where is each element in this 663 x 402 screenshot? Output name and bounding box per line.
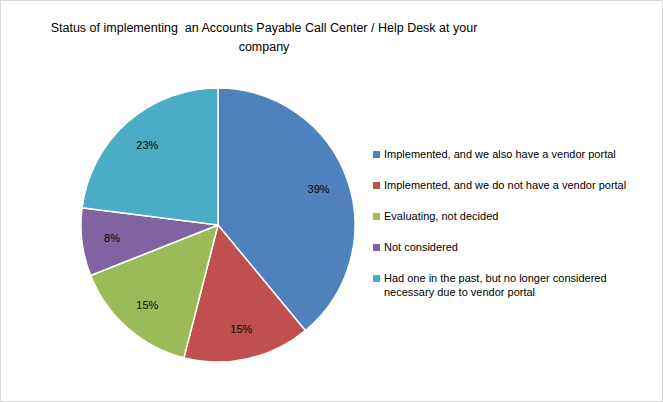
legend-swatch (373, 182, 380, 189)
legend-label: Had one in the past, but no longer consi… (384, 272, 607, 298)
legend-swatch (373, 244, 380, 251)
data-label: 8% (104, 232, 120, 244)
legend-label: Implemented, and we also have a vendor p… (384, 148, 616, 160)
text-line: Implemented, and we do not have a vendor… (384, 179, 626, 191)
data-label: 23% (136, 139, 158, 151)
pie-slice (82, 88, 218, 225)
data-label: 15% (136, 299, 158, 311)
text-line: Status of implementing an Accounts Payab… (51, 21, 478, 35)
legend: Implemented, and we also have a vendor p… (373, 148, 626, 298)
legend-item: Evaluating, not decided (373, 210, 498, 222)
legend-swatch (373, 275, 380, 282)
legend-item: Had one in the past, but no longer consi… (373, 272, 607, 298)
legend-item: Not considered (373, 241, 458, 253)
text-line: Evaluating, not decided (384, 210, 498, 222)
legend-swatch (373, 151, 380, 158)
legend-swatch (373, 213, 380, 220)
legend-item: Implemented, and we do not have a vendor… (373, 179, 626, 191)
text-line: Implemented, and we also have a vendor p… (384, 148, 616, 160)
data-labels: 39% 15% 15% 8% 23% (104, 139, 330, 335)
text-line: Not considered (384, 241, 458, 253)
chart-title: Status of implementing an Accounts Payab… (51, 21, 478, 54)
background (1, 1, 663, 402)
legend-label: Evaluating, not decided (384, 210, 498, 222)
text-line: necessary due to vendor portal (384, 286, 535, 298)
legend-label: Implemented, and we do not have a vendor… (384, 179, 626, 191)
text-line: Had one in the past, but no longer consi… (384, 272, 607, 284)
legend-item: Implemented, and we also have a vendor p… (373, 148, 616, 160)
data-label: 39% (308, 183, 330, 195)
plot-area (81, 88, 355, 362)
data-label: 15% (230, 323, 252, 335)
legend-label: Not considered (384, 241, 458, 253)
chart: Status of implementing an Accounts Payab… (0, 0, 663, 402)
text-line: company (239, 40, 290, 54)
